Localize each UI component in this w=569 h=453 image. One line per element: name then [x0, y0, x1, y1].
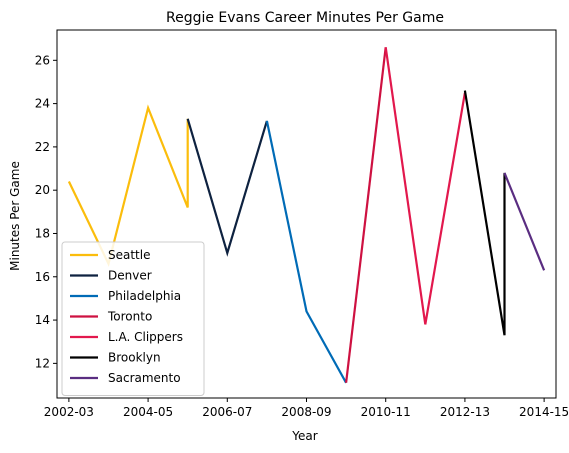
legend-label-philadelphia: Philadelphia [108, 289, 181, 303]
chart-title: Reggie Evans Career Minutes Per Game [166, 10, 444, 26]
y-tick-label: 14 [35, 313, 50, 327]
series-line-toronto [345, 47, 387, 383]
legend-label-l-a-clippers: L.A. Clippers [108, 330, 183, 344]
y-tick-label: 24 [35, 97, 50, 111]
x-axis-title: Year [291, 429, 317, 443]
y-tick-label: 20 [35, 183, 50, 197]
y-axis-title: Minutes Per Game [8, 161, 22, 271]
y-tick-label: 18 [35, 226, 50, 240]
series-line-philadelphia [265, 120, 348, 384]
y-tick-label: 22 [35, 140, 50, 154]
y-tick-label: 26 [35, 53, 50, 67]
series-line-l-a-clippers [384, 47, 466, 325]
legend-label-sacramento: Sacramento [108, 371, 181, 385]
legend-label-seattle: Seattle [108, 248, 150, 262]
legend-label-brooklyn: Brooklyn [108, 351, 161, 365]
x-tick-label: 2004-05 [123, 405, 173, 419]
plot-area [56, 29, 557, 399]
series-line-denver [186, 118, 268, 257]
y-tick-label: 12 [35, 356, 50, 370]
series-line-seattle [67, 104, 189, 268]
x-tick-label: 2002-03 [44, 405, 94, 419]
axis-ticks: 2002-03 2004-05 2006-07 2008-09 2010-11 2012-… [35, 53, 569, 419]
x-tick-label: 2012-13 [440, 405, 490, 419]
y-tick-label: 16 [35, 270, 50, 284]
x-tick-label: 2010-11 [361, 405, 411, 419]
series-line-sacramento [503, 172, 546, 271]
x-tick-label: 2006-07 [202, 405, 252, 419]
x-tick-label: 2014-15 [519, 405, 569, 419]
legend-label-denver: Denver [108, 269, 152, 283]
x-tick-label: 2008-09 [281, 405, 331, 419]
legend: Seattle Denver Philadelphia Toronto L.A. Cli… [61, 241, 205, 396]
legend-label-toronto: Toronto [107, 310, 152, 324]
series-line-brooklyn [463, 90, 506, 336]
